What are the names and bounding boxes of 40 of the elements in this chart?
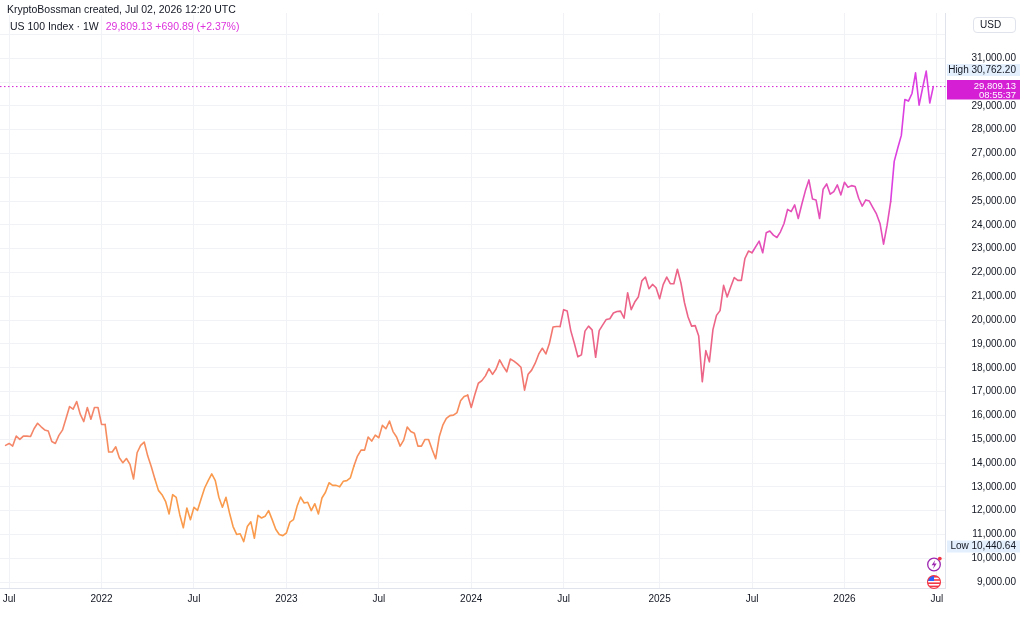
y-tick-label: 20,000.00 [971,313,1017,325]
y-tick-label: 9,000.00 [977,575,1017,587]
x-tick-label: Jul [187,592,201,604]
y-tick-label: 16,000.00 [971,409,1017,421]
y-tick-label: 24,000.00 [971,218,1017,230]
x-tick-label: Jul [930,592,944,604]
x-tick-label: Jul [372,592,386,604]
y-tick-label: 26,000.00 [971,171,1017,183]
x-tick-label: Jul [745,592,759,604]
y-tick-label: 10,000.00 [971,551,1017,563]
y-tick-label: 21,000.00 [971,290,1017,302]
x-tick-label: Jul [2,592,16,604]
x-tick-label: 2026 [833,592,857,604]
x-tick-label: 2023 [275,592,298,604]
ref-line-label: 29,809.13 [973,80,1016,92]
y-tick-label: 29,000.00 [971,99,1017,111]
x-tick-label: 2022 [90,592,114,604]
x-tick-label: 2024 [460,592,483,604]
text: 29,809.13 +690.89 (+2.37%) [105,20,240,32]
text: US 100 Index · 1W [10,20,99,32]
y-tick-label: 31,000.00 [971,51,1017,63]
y-tick-label: 12,000.00 [971,504,1017,516]
x-tick-label: 2025 [648,592,672,604]
text: High 30,762.20 [948,63,1017,75]
x-tick-label: Jul [557,592,571,604]
y-tick-label: 14,000.00 [971,456,1017,468]
y-tick-label: 18,000.00 [971,361,1017,373]
y-tick-label: 27,000.00 [971,147,1017,159]
y-tick-label: 19,000.00 [971,337,1017,349]
y-tick-label: 15,000.00 [971,432,1017,444]
annotation: KryptoBossman created, Jul 02, 2026 12:20 UTC [7,3,236,15]
y-tick-label: 11,000.00 [972,528,1017,540]
y-tick-label: 13,000.00 [971,480,1017,492]
text: Low 10,440.64 [950,540,1017,552]
y-axis-title: USD [973,17,1016,33]
y-tick-label: 17,000.00 [971,385,1017,397]
y-tick-label: 25,000.00 [971,194,1017,206]
y-tick-label: 28,000.00 [971,123,1017,135]
y-tick-label: 23,000.00 [971,242,1017,254]
y-tick-label: 22,000.00 [971,266,1017,278]
